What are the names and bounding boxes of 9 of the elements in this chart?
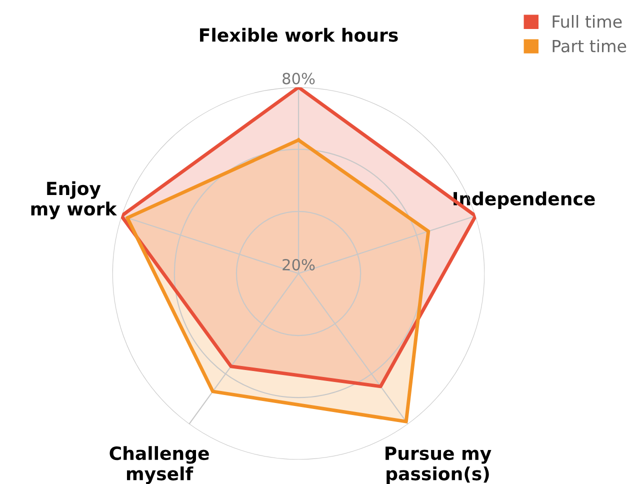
spoke-label: Independence <box>454 192 595 209</box>
spoke-label: Pursue my passion(s) <box>386 446 492 484</box>
y-tick-label: 80% <box>282 72 315 84</box>
spoke-label: Challenge myself <box>110 446 209 484</box>
spoke-label: Enjoy my work <box>31 181 118 220</box>
y-tick-label: 20% <box>282 258 315 270</box>
legend-label: Full time <box>552 15 622 28</box>
legend-label: Part time <box>552 39 626 52</box>
spoke-label: Flexible work hours <box>200 28 398 42</box>
